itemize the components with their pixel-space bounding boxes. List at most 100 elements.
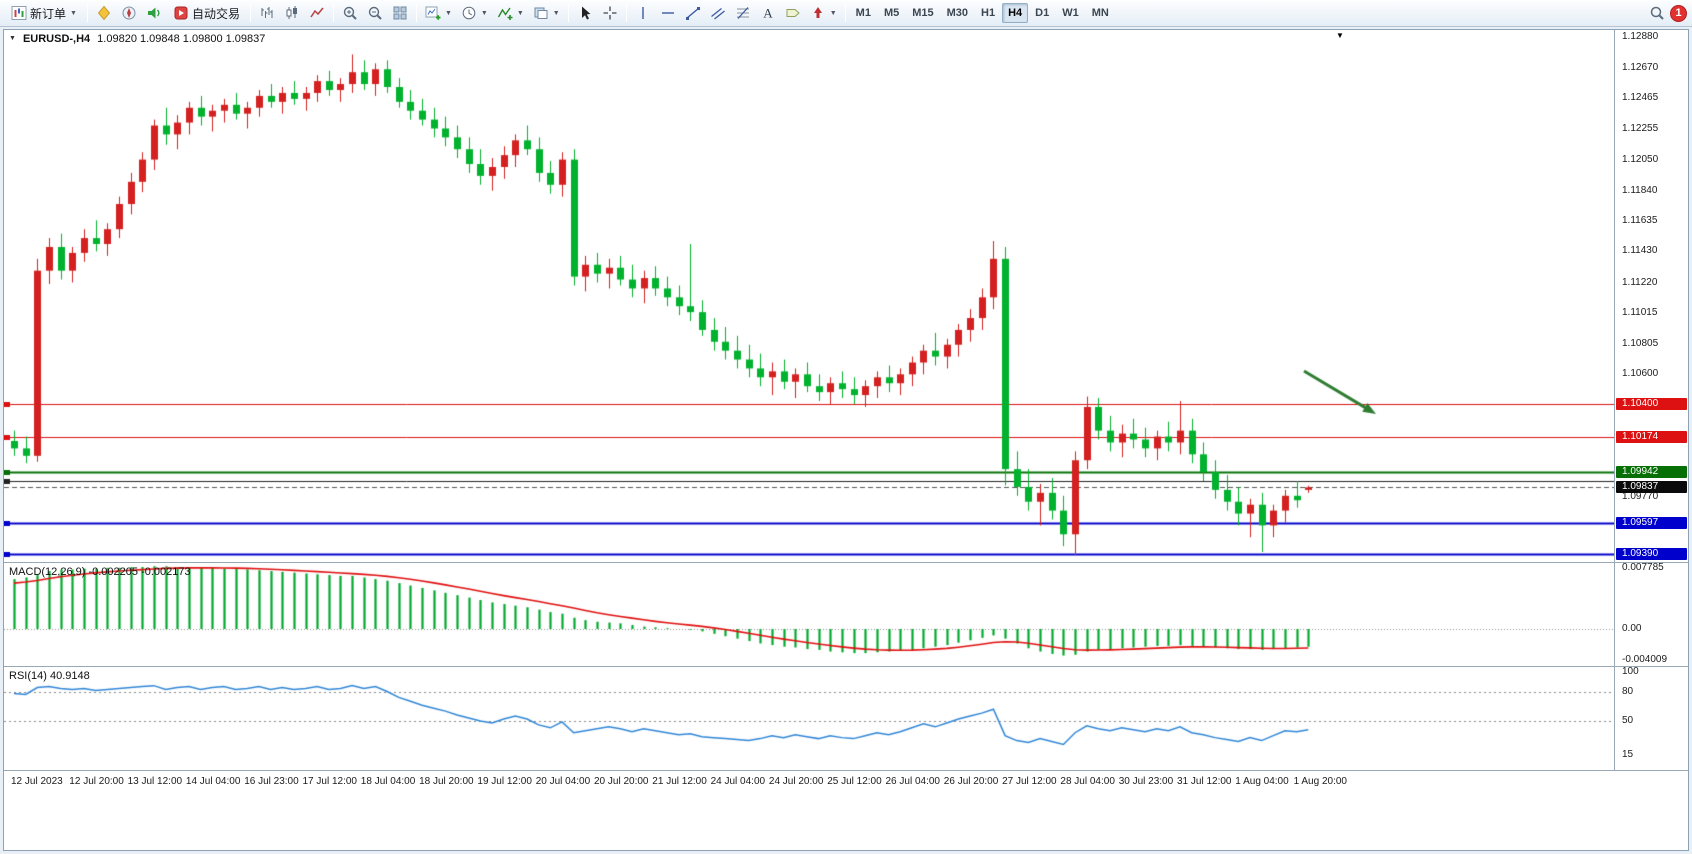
price-axis-tick: 1.12255 (1622, 123, 1659, 135)
text-button[interactable]: A (756, 2, 780, 24)
panel-splitter[interactable] (4, 666, 1688, 667)
macd-scale-label: 0.007785 (1622, 562, 1664, 573)
timeframe-m15-button[interactable]: M15 (912, 7, 934, 19)
templates-icon (534, 7, 548, 19)
channel-button[interactable] (706, 2, 730, 24)
new-chart-button[interactable]: ▼ (421, 2, 456, 24)
chevron-down-icon: ▼ (70, 9, 77, 17)
price-axis-tick: 1.11635 (1622, 215, 1658, 227)
market-button[interactable] (92, 2, 116, 24)
timeframe-w1-button[interactable]: W1 (1062, 7, 1079, 19)
price-axis-tick: 1.11840 (1622, 184, 1658, 196)
zoom-out-button[interactable] (363, 2, 387, 24)
time-axis-label: 24 Jul 04:00 (710, 776, 766, 787)
chart-header: ▼ EURUSD-,H4 1.09820 1.09848 1.09800 1.0… (9, 33, 265, 45)
rsi-scale-label: 50 (1622, 714, 1634, 726)
main-chart-canvas[interactable] (4, 30, 1614, 562)
toolbar-separator (567, 4, 569, 22)
search-button[interactable] (1645, 2, 1669, 24)
price-axis-tick: 1.12465 (1622, 92, 1659, 104)
candlestick-chart-button[interactable] (280, 2, 304, 24)
time-axis-label: 31 Jul 12:00 (1177, 776, 1232, 787)
timeframe-mn-button[interactable]: MN (1091, 7, 1109, 19)
time-axis-label: 20 Jul 20:00 (594, 776, 649, 787)
panel-splitter[interactable] (4, 770, 1688, 771)
price-axis-tick: 1.12880 (1622, 30, 1659, 42)
price-axis-tick: 1.11015 (1622, 306, 1658, 318)
fibonacci-icon (736, 7, 749, 19)
price-axis-tick: 1.10600 (1622, 368, 1659, 380)
navigator-button[interactable] (117, 2, 141, 24)
timeframe-m1-button[interactable]: M1 (855, 7, 871, 19)
time-axis-label: 17 Jul 12:00 (302, 776, 358, 787)
zoom-in-button[interactable] (338, 2, 362, 24)
arrows-button[interactable]: ▼ (806, 2, 841, 24)
time-axis-label: 27 Jul 12:00 (1002, 776, 1057, 787)
notification-badge[interactable]: 1 (1670, 4, 1687, 22)
time-axis-label: 12 Jul 20:00 (69, 776, 124, 787)
zoom-in-icon (343, 6, 357, 20)
cursor-button[interactable] (573, 2, 597, 24)
last-price-label: 1.09837 (1616, 481, 1687, 494)
price-axis[interactable]: 1.12880 1.12670 1.12465 1.12255 1.12050 1.118… (1615, 30, 1688, 770)
macd-scale-label: 0.00 (1622, 622, 1642, 634)
auto-trading-label: 自动交易 (191, 6, 240, 21)
trendline-icon (685, 7, 700, 20)
bar-chart-button[interactable] (255, 2, 279, 24)
price-axis-separator (1614, 30, 1615, 770)
fibonacci-button[interactable] (731, 2, 755, 24)
time-axis-label: 13 Jul 12:00 (127, 776, 183, 787)
macd-canvas[interactable] (4, 563, 1614, 666)
new-chart-icon (425, 6, 441, 20)
chart-shift-marker[interactable]: ▼ (1336, 31, 1344, 40)
vertical-line-icon (642, 7, 644, 19)
clock-icon (462, 6, 476, 20)
time-axis-label: 25 Jul 12:00 (827, 776, 882, 787)
chart-window: ▼ EURUSD-,H4 1.09820 1.09848 1.09800 1.0… (3, 29, 1689, 851)
new-order-button[interactable]: 新订单 ▼ (5, 2, 83, 24)
tile-windows-button[interactable] (388, 2, 412, 24)
alerts-button[interactable] (142, 2, 166, 24)
timeframe-h1-button[interactable]: H1 (981, 7, 996, 19)
svg-text:A: A (763, 6, 773, 21)
hline-price-label: 1.09942 (1616, 465, 1687, 478)
market-icon (97, 5, 111, 21)
price-axis-tick: 1.11220 (1622, 276, 1658, 288)
time-axis-label: 1 Aug 20:00 (1293, 776, 1347, 787)
time-axis-label: 24 Jul 20:00 (768, 776, 824, 787)
crosshair-button[interactable] (598, 2, 622, 24)
vertical-line-button[interactable] (631, 2, 655, 24)
rsi-scale-label: 80 (1622, 685, 1634, 697)
templates-button[interactable]: ▼ (529, 2, 564, 24)
line-chart-button[interactable] (305, 2, 329, 24)
macd-scale-label: -0.004009 (1622, 654, 1668, 665)
hline-price-label: 1.09390 (1616, 547, 1687, 560)
auto-trading-button[interactable]: 自动交易 (167, 2, 246, 24)
chevron-down-icon: ▼ (829, 9, 837, 17)
periods-button[interactable]: ▼ (457, 2, 492, 24)
indicators-button[interactable]: ▼ (493, 2, 528, 24)
rsi-header: RSI(14) 40.9148 (9, 670, 90, 682)
collapse-chevron-icon[interactable]: ▼ (9, 35, 16, 42)
toolbar-separator (625, 4, 627, 22)
timeframe-m5-button[interactable]: M5 (883, 7, 900, 19)
rsi-scale-label: 15 (1622, 749, 1634, 761)
panel-splitter[interactable] (4, 562, 1688, 563)
timeframe-h4-button[interactable]: H4 (1002, 3, 1029, 23)
alerts-icon (147, 7, 160, 19)
bar-chart-icon (261, 7, 273, 18)
time-axis-label: 1 Aug 04:00 (1235, 776, 1289, 787)
rsi-canvas[interactable] (4, 667, 1614, 770)
timeframe-d1-button[interactable]: D1 (1035, 7, 1050, 19)
timeframe-m30-button[interactable]: M30 (946, 7, 969, 19)
toolbar-separator (332, 4, 334, 22)
time-axis-label: 26 Jul 20:00 (943, 776, 999, 787)
time-axis[interactable]: 12 Jul 2023 12 Jul 20:00 13 Jul 12:00 14 Ju… (4, 771, 1614, 793)
trendline-button[interactable] (681, 2, 705, 24)
time-axis-label: 28 Jul 04:00 (1060, 776, 1115, 787)
text-label-button[interactable] (781, 2, 805, 24)
toolbar-separator (415, 4, 417, 22)
horizontal-line-button[interactable] (656, 2, 680, 24)
macd-panel: MACD(12,26,9) -0.002205 -0.002173 (4, 563, 1614, 666)
hline-price-label: 1.10400 (1616, 397, 1687, 410)
